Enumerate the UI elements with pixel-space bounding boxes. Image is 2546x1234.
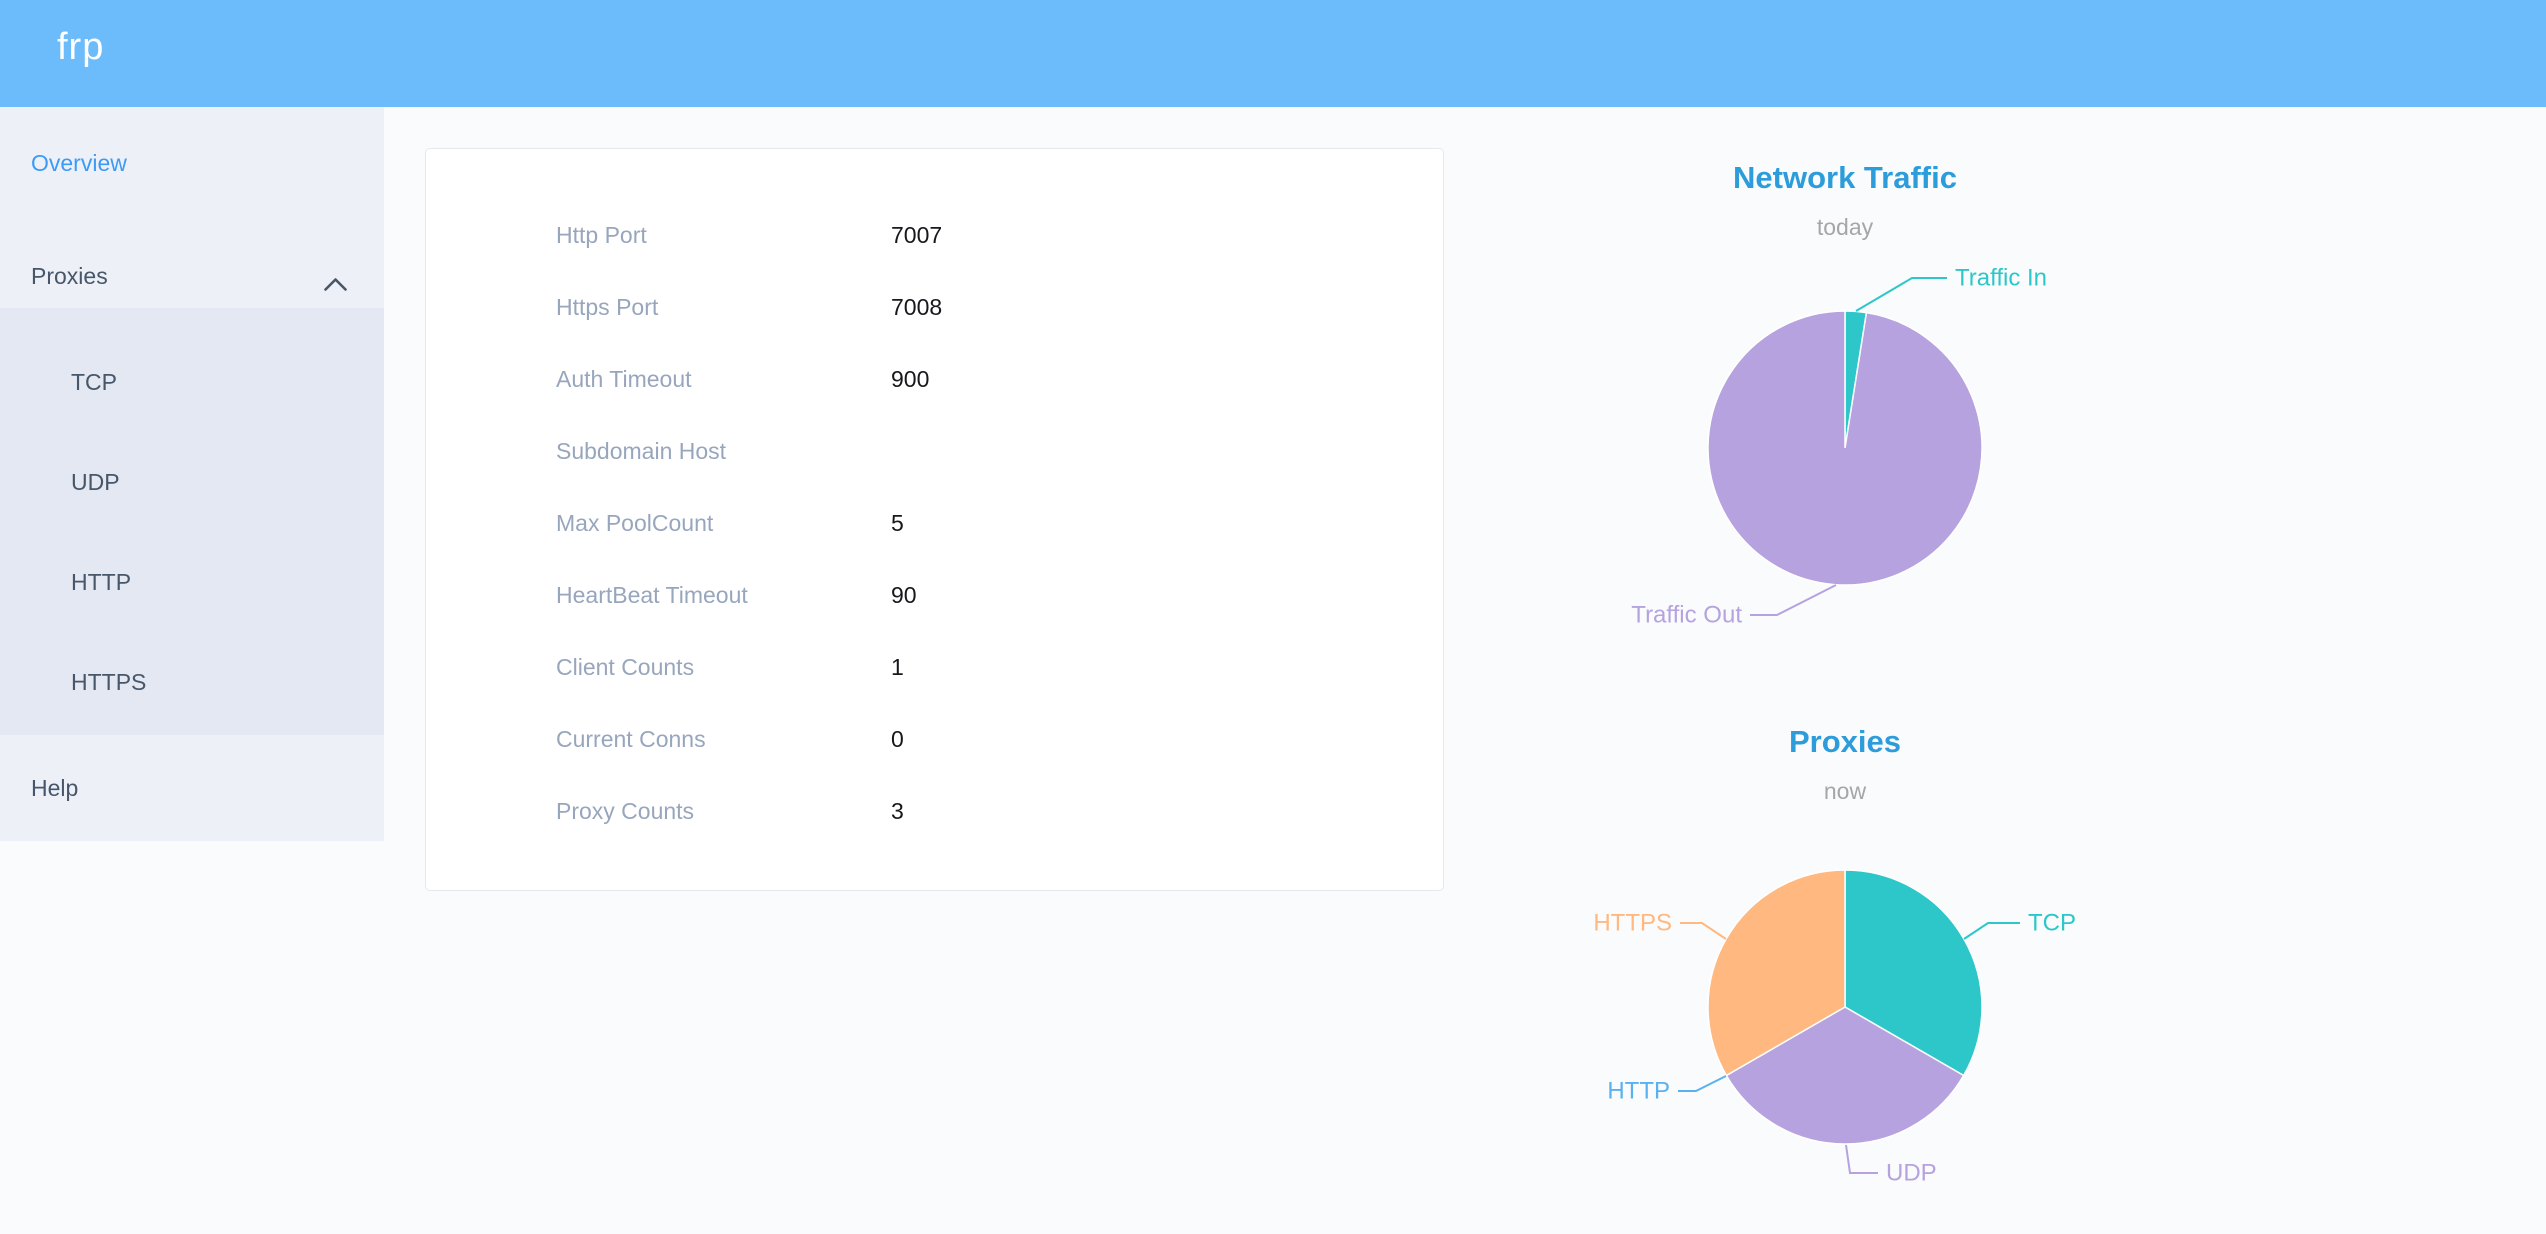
pie-label-line-udp — [1845, 1144, 1878, 1174]
config-label: Auth Timeout — [556, 365, 692, 392]
config-label: Http Port — [556, 221, 647, 248]
network-traffic-pie-chart: Traffic In Traffic Out — [1631, 265, 2047, 629]
network-traffic-chart-subtitle: today — [1816, 214, 1874, 240]
pie-slice-udp[interactable] — [1725, 1006, 1965, 1145]
config-label: Current Conns — [556, 725, 706, 752]
config-value: 7007 — [891, 221, 943, 248]
config-value: 1 — [891, 653, 904, 680]
sidebar-item-overview[interactable]: Overview — [0, 127, 384, 199]
config-row-auth-timeout: Auth Timeout 900 — [426, 343, 1443, 415]
pie-slice-traffic-out[interactable] — [1707, 310, 1983, 586]
sidebar-item-label: Overview — [31, 149, 127, 176]
pie-slice-tcp[interactable] — [1844, 869, 1983, 1077]
sidebar-item-http[interactable]: HTTP — [0, 532, 384, 632]
config-label: Client Counts — [556, 653, 695, 680]
pie-label-line-http — [1678, 1075, 1727, 1092]
pie-slice-https[interactable] — [1707, 869, 1846, 1077]
pie-label-traffic-out: Traffic Out — [1631, 602, 1742, 629]
sidebar-item-help[interactable]: Help — [0, 752, 384, 824]
config-value: 5 — [891, 509, 904, 536]
sidebar-item-label: Proxies — [31, 262, 108, 289]
server-config-card: Http Port 7007 Https Port 7008 Auth Time… — [425, 148, 1444, 891]
pie-label-tcp: TCP — [2028, 910, 2076, 937]
pie-label-udp: UDP — [1886, 1160, 1937, 1187]
config-value: 900 — [891, 365, 930, 392]
sidebar-item-label: HTTP — [71, 568, 132, 595]
config-row-https-port: Https Port 7008 — [426, 271, 1443, 343]
pie-label-traffic-in: Traffic In — [1955, 265, 2047, 292]
sidebar-item-label: TCP — [71, 368, 117, 395]
config-row-current-conns: Current Conns 0 — [426, 703, 1443, 775]
app-logo: frp — [57, 26, 105, 68]
config-label: HeartBeat Timeout — [556, 581, 748, 608]
sidebar-item-https[interactable]: HTTPS — [0, 632, 384, 732]
config-row-proxy-counts: Proxy Counts 3 — [426, 775, 1443, 847]
sidebar-item-udp[interactable]: UDP — [0, 432, 384, 532]
app-header: frp — [0, 0, 2546, 107]
pie-label-line-traffic-out — [1750, 584, 1837, 616]
sidebar-item-tcp[interactable]: TCP — [0, 332, 384, 432]
pie-label-https: HTTPS — [1593, 910, 1672, 937]
config-row-max-poolcount: Max PoolCount 5 — [426, 487, 1443, 559]
pie-label-line-traffic-in — [1855, 277, 1947, 312]
proxies-submenu: TCP UDP HTTP HTTPS — [0, 308, 384, 735]
config-label: Max PoolCount — [556, 509, 714, 536]
config-row-heartbeat-timeout: HeartBeat Timeout 90 — [426, 559, 1443, 631]
sidebar-item-label: HTTPS — [71, 668, 147, 695]
sidebar-item-label: UDP — [71, 468, 120, 495]
config-value: 0 — [891, 725, 904, 752]
sidebar: Overview Proxies TCP UDP HTTP HTTPS Help — [0, 107, 384, 841]
pie-label-line-https — [1680, 922, 1727, 940]
config-value: 7008 — [891, 293, 943, 320]
config-row-subdomain-host: Subdomain Host — [426, 415, 1443, 487]
network-traffic-chart-title: Network Traffic — [1733, 160, 1957, 195]
config-row-http-port: Http Port 7007 — [426, 199, 1443, 271]
config-label: Proxy Counts — [556, 797, 695, 824]
config-row-client-counts: Client Counts 1 — [426, 631, 1443, 703]
config-label: Subdomain Host — [556, 437, 727, 464]
pie-label-line-tcp — [1963, 922, 2020, 940]
proxies-chart-subtitle: now — [1823, 778, 1867, 804]
pie-label-http: HTTP — [1607, 1078, 1670, 1105]
config-value: 3 — [891, 797, 904, 824]
sidebar-item-proxies[interactable]: Proxies — [0, 240, 384, 312]
config-value: 90 — [891, 581, 917, 608]
proxies-chart-title: Proxies — [1788, 724, 1901, 759]
config-label: Https Port — [556, 293, 659, 320]
chevron-up-icon — [324, 270, 347, 297]
sidebar-item-label: Help — [31, 774, 79, 801]
proxies-pie-chart: TCP UDP HTTP HTTPS — [1593, 869, 2076, 1187]
